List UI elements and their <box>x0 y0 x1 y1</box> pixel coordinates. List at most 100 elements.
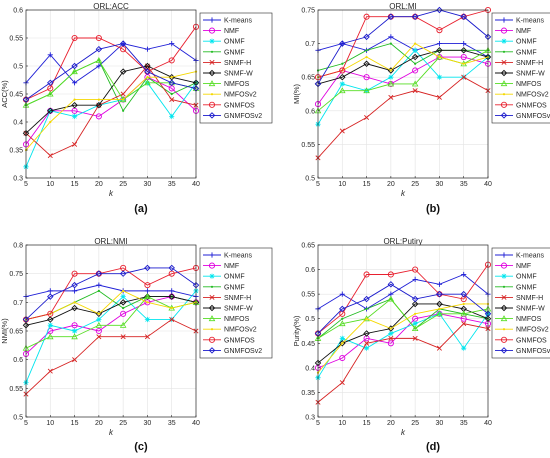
y-tick-label: 0.55 <box>9 36 23 43</box>
data-point <box>387 13 395 20</box>
legend-label: GNMFOS <box>516 337 547 344</box>
series-line <box>25 296 197 326</box>
data-point <box>120 310 127 317</box>
legend-item: NMF <box>203 27 239 35</box>
y-tick-label: 0.4 <box>305 365 315 372</box>
data-point <box>120 334 126 340</box>
x-tick-label: 5 <box>24 420 28 427</box>
series-line <box>25 319 197 395</box>
y-tick-label: 0.65 <box>301 243 315 250</box>
data-point <box>97 312 100 315</box>
data-point <box>363 345 370 351</box>
legend-item: NMF <box>203 262 239 270</box>
data-point <box>95 56 103 63</box>
series-line <box>317 313 489 369</box>
legend-item: SNMF-H <box>495 294 543 302</box>
legend-marker <box>208 69 216 77</box>
panel-caption: (c) <box>134 441 148 453</box>
data-point <box>339 128 345 134</box>
data-point <box>411 300 419 308</box>
data-point <box>169 317 175 323</box>
legend-marker <box>500 347 508 354</box>
data-point <box>339 67 346 74</box>
data-point <box>341 62 344 65</box>
x-tick-label: 30 <box>436 420 444 427</box>
legend-marker <box>210 328 214 331</box>
data-point <box>170 76 173 79</box>
data-point <box>436 281 443 287</box>
legend-marker <box>208 336 216 343</box>
legend-item: GNMFOSv2 <box>495 347 550 355</box>
data-point <box>438 307 441 310</box>
legend: K-means NMF ONMF GNMF SNMF-H SNMF-W NMFOS NMFOS… <box>491 247 550 359</box>
axes-frame <box>317 9 489 179</box>
legend-marker <box>500 112 508 119</box>
y-axis-label: NMI(%) <box>0 318 9 344</box>
series-line <box>317 273 489 310</box>
x-tick-label: 30 <box>144 420 152 427</box>
legend-marker <box>500 262 508 269</box>
data-point <box>146 301 149 304</box>
data-point <box>71 328 78 334</box>
legend-item: SNMF-W <box>495 69 545 78</box>
y-tick-label: 0.65 <box>301 75 315 82</box>
legend-marker <box>208 304 216 312</box>
series-line <box>25 296 197 355</box>
legend-label: NMFOSv2 <box>516 327 549 334</box>
legend-marker <box>210 93 214 96</box>
legend-label: SNMF-W <box>516 71 545 78</box>
legend-marker <box>209 273 215 279</box>
legend-label: NMFOS <box>516 81 542 88</box>
legend-marker <box>500 27 508 34</box>
data-point <box>96 334 102 340</box>
x-axis-label: k <box>109 189 114 198</box>
legend-label: GNMFOS <box>224 337 255 344</box>
data-point <box>389 327 392 330</box>
data-point <box>339 81 345 87</box>
data-point <box>412 47 418 53</box>
legend-item: K-means <box>203 17 253 25</box>
data-point <box>363 87 370 94</box>
data-point <box>412 335 418 341</box>
legend-label: ONMF <box>516 274 537 281</box>
legend-label: K-means <box>516 18 545 25</box>
data-point <box>436 345 442 351</box>
data-point <box>144 46 151 52</box>
data-point <box>169 113 175 119</box>
data-point <box>169 97 175 103</box>
data-point <box>363 330 370 337</box>
legend-marker <box>209 59 215 65</box>
y-tick-label: 0.6 <box>305 267 315 274</box>
legend-marker <box>500 304 508 312</box>
data-point <box>414 312 417 315</box>
data-point <box>95 45 103 53</box>
data-point <box>462 62 465 65</box>
legend-label: NMF <box>516 263 531 270</box>
data-point <box>95 101 103 109</box>
legend-label: GNMFOS <box>516 102 547 109</box>
legend-label: K-means <box>224 18 253 25</box>
legend-label: K-means <box>224 253 253 260</box>
legend-item: GNMFOSv2 <box>203 347 262 355</box>
x-tick-label: 35 <box>460 181 468 188</box>
data-point <box>461 74 467 80</box>
data-point <box>95 327 102 335</box>
legend-label: NMF <box>516 28 531 35</box>
data-point <box>363 315 370 322</box>
data-point <box>436 310 443 317</box>
data-point <box>411 80 419 87</box>
data-point <box>339 335 345 341</box>
data-point <box>388 335 394 341</box>
legend-item: GNMFOS <box>203 101 255 109</box>
x-tick-label: 35 <box>168 181 176 188</box>
data-point <box>96 63 102 69</box>
legend-label: NMFOS <box>224 316 250 323</box>
data-point <box>387 281 395 288</box>
legend-item: NMFOS <box>203 315 250 323</box>
data-point <box>388 34 394 40</box>
data-point <box>96 316 102 323</box>
data-point <box>461 41 467 47</box>
legend-label: NMFOS <box>224 81 250 88</box>
data-point <box>460 13 467 20</box>
series-line <box>317 36 489 58</box>
